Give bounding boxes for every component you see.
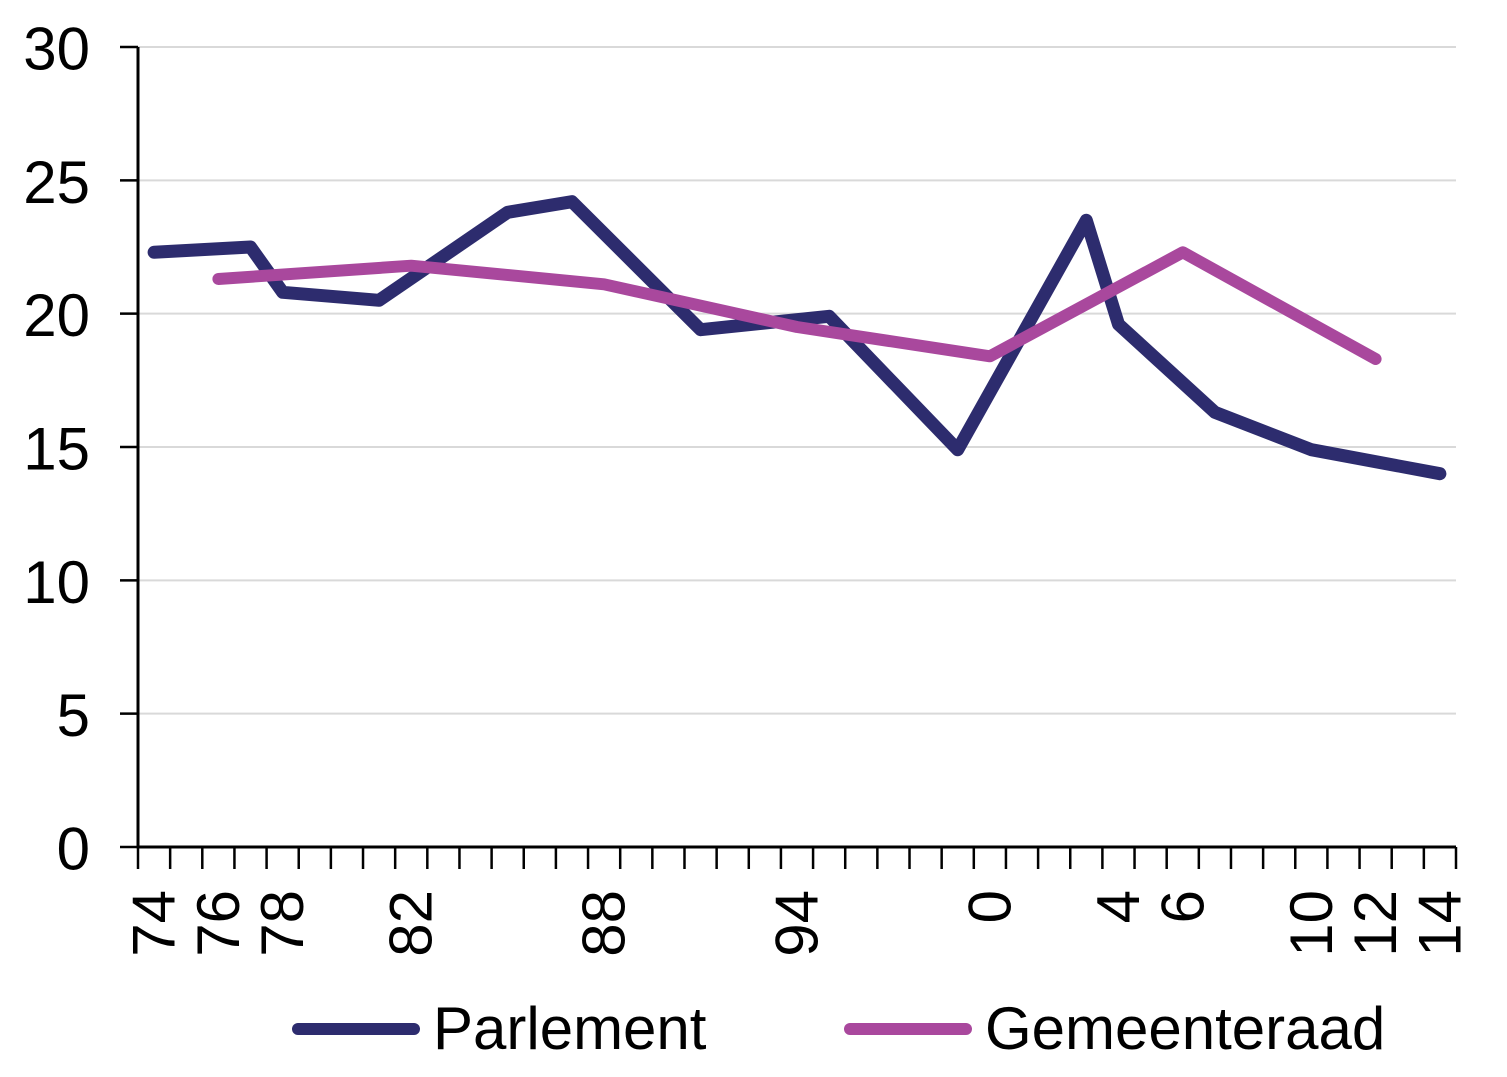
y-axis-labels: 0 5 10 15 20 25 30 — [23, 16, 90, 883]
gridlines — [138, 46, 1456, 715]
x-tick-label-4: 4 — [1085, 890, 1152, 923]
y-tick-label-15: 15 — [23, 416, 90, 483]
legend-label-gemeenteraad: Gemeenteraad — [985, 995, 1386, 1062]
legend-label-parlement: Parlement — [433, 995, 707, 1062]
legend-item-parlement: Parlement — [292, 997, 706, 1061]
x-tick-label-94: 94 — [764, 890, 831, 957]
series-line-parlement — [147, 195, 1447, 481]
y-tick-label-25: 25 — [23, 149, 90, 216]
x-tick-label-78: 78 — [249, 890, 316, 957]
x-tick-label-82: 82 — [378, 890, 445, 957]
legend-swatch-gemeenteraad — [844, 1023, 972, 1035]
x-tick-label-76: 76 — [185, 890, 252, 957]
y-tick-label-20: 20 — [23, 282, 90, 349]
axes — [120, 45, 1458, 869]
legend-swatch-parlement — [292, 1023, 420, 1035]
y-tick-label-10: 10 — [23, 549, 90, 616]
x-tick-label-0: 0 — [956, 890, 1023, 923]
y-tick-label-0: 0 — [57, 816, 90, 883]
x-tick-label-88: 88 — [571, 890, 638, 957]
y-tick-label-5: 5 — [57, 682, 90, 749]
series-line-gemeenteraad — [212, 246, 1382, 365]
series-lines — [147, 195, 1447, 481]
x-tick-label-14: 14 — [1406, 890, 1473, 957]
x-tick-label-6: 6 — [1149, 890, 1216, 923]
x-tick-label-74: 74 — [121, 890, 188, 957]
x-tick-label-12: 12 — [1342, 890, 1409, 957]
legend-item-gemeenteraad: Gemeenteraad — [844, 997, 1385, 1061]
y-tick-label-30: 30 — [23, 16, 90, 83]
x-tick-label-10: 10 — [1278, 890, 1345, 957]
